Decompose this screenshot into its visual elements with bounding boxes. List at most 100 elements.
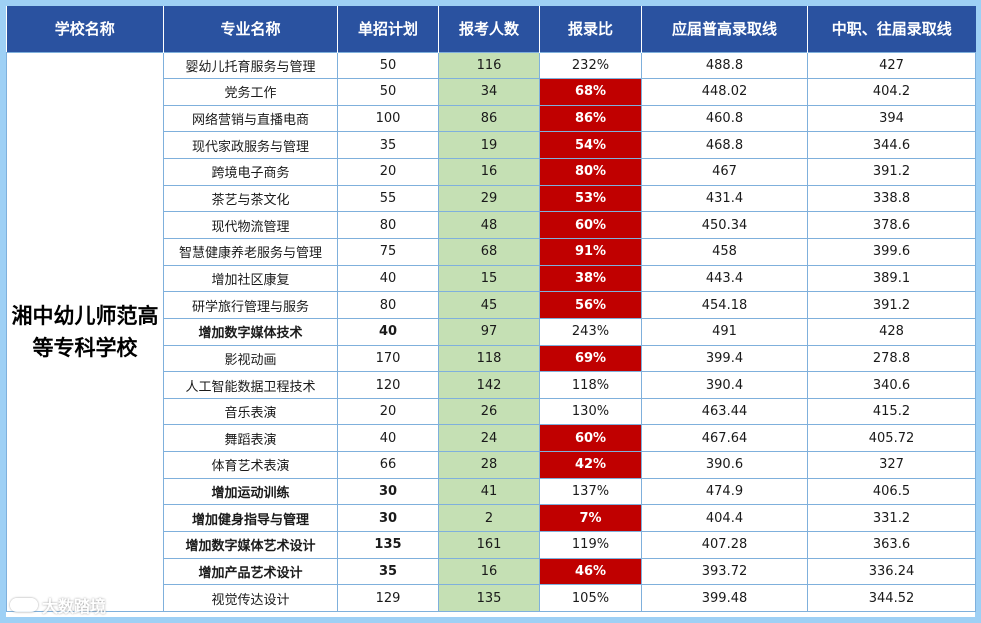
applicants-cell: 48 — [438, 211, 540, 239]
table-row: 网络营销与直播电商 100 86 86% 460.8 394 — [7, 104, 976, 133]
applicants-cell: 34 — [438, 78, 540, 106]
applicants-cell: 116 — [438, 51, 540, 80]
plan-cell: 40 — [337, 424, 439, 453]
ratio-cell: 53% — [539, 184, 642, 213]
major-cell: 现代家政服务与管理 — [163, 131, 338, 160]
table-row: 增加运动训练 30 41 137% 474.9 406.5 — [7, 477, 976, 506]
general-line-cell: 443.4 — [641, 264, 808, 293]
table-row: 党务工作 50 34 68% 448.02 404.2 — [7, 78, 976, 106]
ratio-cell: 69% — [539, 344, 642, 373]
table-row: 现代家政服务与管理 35 19 54% 468.8 344.6 — [7, 131, 976, 160]
header-ratio: 报录比 — [539, 6, 642, 52]
major-cell: 现代物流管理 — [163, 211, 338, 239]
school-name-cell: 湘中幼儿师范高等专科学校 — [6, 51, 164, 612]
major-cell: 网络营销与直播电商 — [163, 104, 338, 133]
plan-cell: 50 — [337, 51, 439, 80]
applicants-cell: 16 — [438, 557, 540, 586]
general-line-cell: 474.9 — [641, 477, 808, 506]
applicants-cell: 28 — [438, 451, 540, 479]
general-line-cell: 491 — [641, 317, 808, 346]
applicants-cell: 24 — [438, 424, 540, 453]
major-cell: 婴幼儿托育服务与管理 — [163, 51, 338, 80]
general-line-cell: 460.8 — [641, 104, 808, 133]
table-row: 增加社区康复 40 15 38% 443.4 389.1 — [7, 264, 976, 293]
table-row: 研学旅行管理与服务 80 45 56% 454.18 391.2 — [7, 291, 976, 319]
major-cell: 增加数字媒体技术 — [163, 317, 338, 346]
applicants-cell: 2 — [438, 504, 540, 533]
ratio-cell: 56% — [539, 291, 642, 319]
table-row: 现代物流管理 80 48 60% 450.34 378.6 — [7, 211, 976, 239]
table-row: 视觉传达设计 129 135 105% 399.48 344.52 — [7, 584, 976, 612]
ratio-cell: 137% — [539, 477, 642, 506]
applicants-cell: 86 — [438, 104, 540, 133]
vocational-line-cell: 344.52 — [807, 584, 976, 612]
applicants-cell: 45 — [438, 291, 540, 319]
applicants-cell: 16 — [438, 158, 540, 186]
applicants-cell: 29 — [438, 184, 540, 213]
general-line-cell: 393.72 — [641, 557, 808, 586]
general-line-cell: 399.48 — [641, 584, 808, 612]
vocational-line-cell: 415.2 — [807, 397, 976, 426]
vocational-line-cell: 428 — [807, 317, 976, 346]
ratio-cell: 130% — [539, 397, 642, 426]
plan-cell: 30 — [337, 477, 439, 506]
major-cell: 茶艺与茶文化 — [163, 184, 338, 213]
plan-cell: 80 — [337, 291, 439, 319]
general-line-cell: 467 — [641, 158, 808, 186]
major-cell: 智慧健康养老服务与管理 — [163, 237, 338, 266]
ratio-cell: 68% — [539, 78, 642, 106]
applicants-cell: 97 — [438, 317, 540, 346]
major-cell: 影视动画 — [163, 344, 338, 373]
ratio-cell: 119% — [539, 531, 642, 559]
vocational-line-cell: 405.72 — [807, 424, 976, 453]
general-line-cell: 390.4 — [641, 371, 808, 399]
plan-cell: 129 — [337, 584, 439, 612]
vocational-line-cell: 427 — [807, 51, 976, 80]
table-row: 人工智能数据卫程技术 120 142 118% 390.4 340.6 — [7, 371, 976, 399]
ratio-cell: 54% — [539, 131, 642, 160]
admission-table-frame: 学校名称 专业名称 单招计划 报考人数 报录比 应届普高录取线 中职、往届录取线… — [6, 6, 976, 617]
table-row: 增加数字媒体艺术设计 135 161 119% 407.28 363.6 — [7, 531, 976, 559]
vocational-line-cell: 340.6 — [807, 371, 976, 399]
applicants-cell: 19 — [438, 131, 540, 160]
ratio-cell: 60% — [539, 424, 642, 453]
plan-cell: 100 — [337, 104, 439, 133]
watermark: 大数踏境 — [10, 593, 106, 617]
major-cell: 跨境电子商务 — [163, 158, 338, 186]
ratio-cell: 42% — [539, 451, 642, 479]
general-line-cell: 454.18 — [641, 291, 808, 319]
table-row: 增加产品艺术设计 35 16 46% 393.72 336.24 — [7, 557, 976, 586]
applicants-cell: 135 — [438, 584, 540, 612]
table-row: 跨境电子商务 20 16 80% 467 391.2 — [7, 158, 976, 186]
general-line-cell: 450.34 — [641, 211, 808, 239]
general-line-cell: 431.4 — [641, 184, 808, 213]
plan-cell: 30 — [337, 504, 439, 533]
plan-cell: 75 — [337, 237, 439, 266]
ratio-cell: 46% — [539, 557, 642, 586]
vocational-line-cell: 391.2 — [807, 291, 976, 319]
major-cell: 音乐表演 — [163, 397, 338, 426]
header-school: 学校名称 — [6, 6, 164, 52]
vocational-line-cell: 331.2 — [807, 504, 976, 533]
table-row: 湘中幼儿师范高等专科学校 婴幼儿托育服务与管理 50 116 232% 488.8 427 — [6, 51, 976, 612]
general-line-cell: 404.4 — [641, 504, 808, 533]
applicants-cell: 68 — [438, 237, 540, 266]
vocational-line-cell: 336.24 — [807, 557, 976, 586]
plan-cell: 66 — [337, 451, 439, 479]
plan-cell: 135 — [337, 531, 439, 559]
major-cell: 党务工作 — [163, 78, 338, 106]
plan-cell: 50 — [337, 78, 439, 106]
table-row: 智慧健康养老服务与管理 75 68 91% 458 399.6 — [7, 237, 976, 266]
header-row: 学校名称 专业名称 单招计划 报考人数 报录比 应届普高录取线 中职、往届录取线 — [6, 6, 976, 52]
plan-cell: 35 — [337, 557, 439, 586]
ratio-cell: 105% — [539, 584, 642, 612]
major-cell: 增加数字媒体艺术设计 — [163, 531, 338, 559]
ratio-cell: 7% — [539, 504, 642, 533]
table-row: 影视动画 170 118 69% 399.4 278.8 — [7, 344, 976, 373]
ratio-cell: 91% — [539, 237, 642, 266]
major-cell: 体育艺术表演 — [163, 451, 338, 479]
ratio-cell: 243% — [539, 317, 642, 346]
vocational-line-cell: 406.5 — [807, 477, 976, 506]
ratio-cell: 232% — [539, 51, 642, 80]
vocational-line-cell: 389.1 — [807, 264, 976, 293]
